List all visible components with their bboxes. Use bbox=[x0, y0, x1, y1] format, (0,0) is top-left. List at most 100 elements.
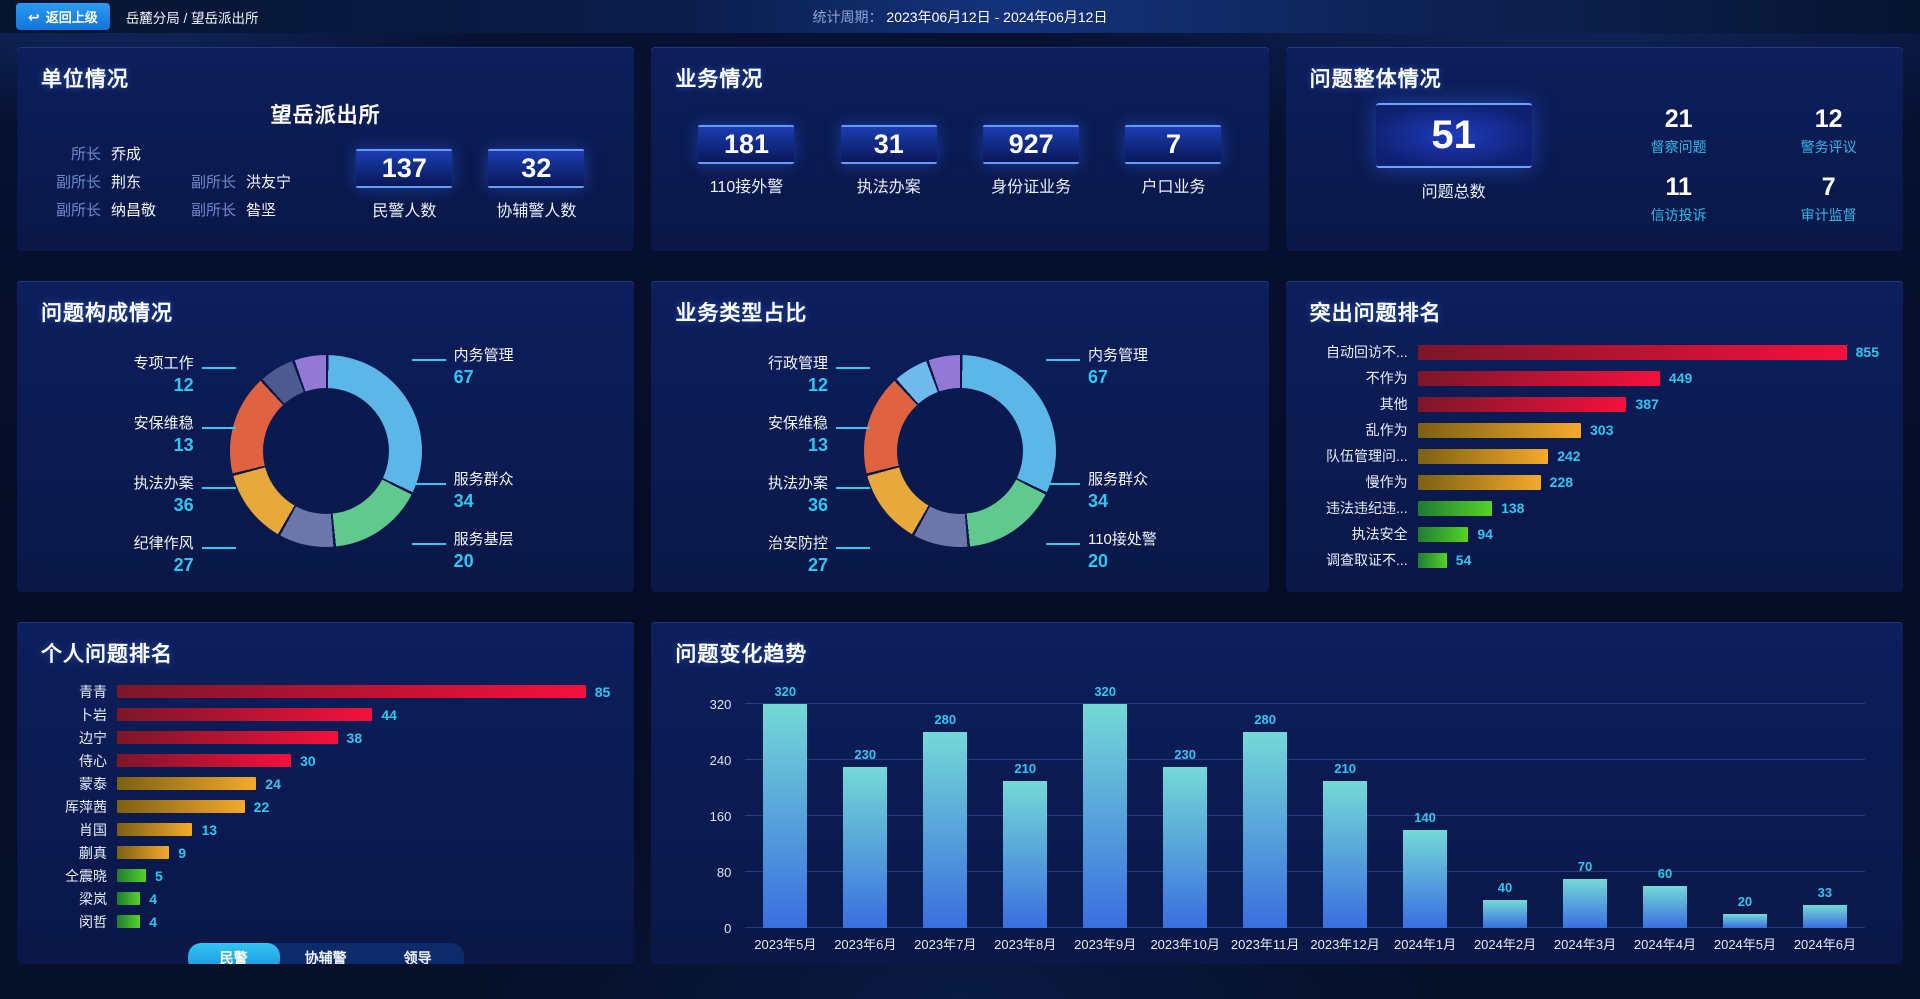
bar-value: 60 bbox=[1657, 866, 1673, 881]
pie-label: 行政管理 12 bbox=[767, 355, 871, 395]
x-axis-label: 2024年2月 bbox=[1473, 936, 1537, 952]
bar-value: 54 bbox=[1455, 552, 1472, 568]
stat-id-card: 927 身份证业务 bbox=[983, 125, 1080, 197]
hbar-chart-personal-ranking: 青青 85 卜岩 44 边宁 38 侍心 30 蒙泰 24 厍萍茜 22 肖国 13 蒯真 9 仝震晓 5 梁岚 4 闵… bbox=[41, 680, 610, 933]
pie-label: 内务管理 67 bbox=[1045, 347, 1148, 387]
x-axis-label: 2023年11月 bbox=[1230, 936, 1300, 952]
stat-auxiliary-count: 32 协辅警人数 bbox=[488, 149, 585, 221]
bar-track: 38 bbox=[117, 730, 610, 746]
bar-row: 蒯真 9 bbox=[41, 841, 610, 864]
bar-fill bbox=[117, 731, 338, 744]
x-axis-label: 2023年6月 bbox=[834, 936, 897, 952]
bar-value: 40 bbox=[1497, 880, 1513, 895]
bar-value: 140 bbox=[1414, 810, 1436, 825]
panel-personal-ranking: 个人问题排名 青青 85 卜岩 44 边宁 38 侍心 30 蒙泰 24 厍萍茜 22 肖国 13 蒯真 9 仝… bbox=[17, 622, 635, 964]
bar-value: 138 bbox=[1501, 500, 1525, 516]
bar-row-label: 梁岚 bbox=[79, 890, 107, 907]
bar-track: 22 bbox=[117, 799, 610, 815]
bar-fill bbox=[1323, 781, 1368, 928]
bar-fill bbox=[1417, 422, 1582, 438]
bar-track: 855 bbox=[1417, 344, 1879, 360]
bar-row: 肖国 13 bbox=[41, 818, 610, 841]
bar-column: 70 2024年3月 bbox=[1545, 670, 1625, 958]
bar-row-label: 自动回访不... bbox=[1325, 344, 1408, 360]
tab-minjing[interactable]: 民警 bbox=[187, 943, 280, 964]
bar-value: 303 bbox=[1590, 422, 1614, 438]
bar-row-label: 肖国 bbox=[79, 821, 107, 838]
bar-row-label: 闵哲 bbox=[79, 913, 107, 930]
tab-lingdao[interactable]: 领导 bbox=[372, 943, 464, 964]
bar-track: 13 bbox=[117, 822, 610, 838]
bar-value: 210 bbox=[1014, 761, 1037, 776]
pie-label: 执法办案 36 bbox=[133, 475, 236, 515]
statistics-period: 统计周期： 2023年06月12日 - 2024年06月12日 bbox=[813, 7, 1108, 27]
gridline bbox=[745, 871, 1865, 872]
breadcrumb[interactable]: 岳麓分局 / 望岳派出所 bbox=[125, 10, 259, 26]
bar-column: 230 2023年6月 bbox=[825, 670, 905, 958]
bars-area: 320 2023年5月 230 2023年6月 280 2023年7月 210 2023年8月… bbox=[745, 670, 1865, 958]
back-button[interactable]: ↩ 返回上级 bbox=[16, 3, 110, 30]
stat-law-cases: 31 执法办案 bbox=[840, 125, 937, 197]
dashboard-grid: 单位情况 望岳派出所 所长 乔成 副所长 荆东 副所长 洪友宁 副所长 纳昌敬 副所长昝… bbox=[0, 33, 1920, 964]
topbar: ↩ 返回上级 岳麓分局 / 望岳派出所 统计周期： 2023年06月12日 - … bbox=[0, 0, 1920, 33]
donut-ring bbox=[863, 355, 1056, 547]
panel-title: 个人问题排名 bbox=[41, 643, 173, 666]
bar-row: 闵哲 4 bbox=[41, 910, 610, 933]
bar-fill bbox=[1417, 396, 1627, 412]
bar-value: 20 bbox=[1737, 894, 1753, 909]
stat-audit: 7 审计监督 bbox=[1800, 173, 1857, 223]
bar-row-label: 仝震晓 bbox=[65, 867, 107, 884]
bar-row-label: 边宁 bbox=[79, 729, 107, 746]
panel-problem-trend: 问题变化趋势 0 80 160 240 320 320 2023年5月 230 2023年6月 2… bbox=[651, 622, 1903, 964]
bar-fill bbox=[117, 869, 147, 882]
bar-fill bbox=[1003, 781, 1048, 928]
panel-business-type-chart: 业务类型占比 内务管理 67 服务群众 34 110接处警 20 行政管理 12 安保维… bbox=[651, 281, 1269, 592]
pie-label: 纪律作风 27 bbox=[133, 535, 236, 575]
bar-row-label: 执法安全 bbox=[1351, 526, 1408, 542]
bar-value: 38 bbox=[346, 729, 363, 746]
bar-fill bbox=[1417, 370, 1660, 386]
bar-row: 蒙泰 24 bbox=[41, 772, 610, 795]
bar-row-label: 不作为 bbox=[1365, 370, 1408, 386]
bar-track: 94 bbox=[1417, 526, 1879, 542]
pie-label: 服务群众 34 bbox=[411, 471, 514, 511]
bar-row: 厍萍茜 22 bbox=[41, 795, 610, 818]
bar-value: 230 bbox=[854, 747, 877, 762]
stat-police-review: 12 警务评议 bbox=[1800, 105, 1857, 155]
bar-value: 280 bbox=[934, 712, 957, 727]
bar-fill bbox=[1417, 552, 1447, 568]
gridline bbox=[745, 927, 1865, 928]
bar-column: 210 2023年12月 bbox=[1305, 670, 1385, 958]
panel-problem-composition-chart: 问题构成情况 内务管理 67 服务群众 34 服务基层 20 专项工作 12 安保维稳 1… bbox=[17, 281, 635, 592]
bar-fill bbox=[1417, 500, 1493, 516]
bar-fill bbox=[923, 732, 968, 928]
bar-fill bbox=[1417, 526, 1469, 542]
donut-chart-business-type: 内务管理 67 服务群众 34 110接处警 20 行政管理 12 安保维稳 13 执法办… bbox=[675, 331, 1244, 583]
bar-row-label: 其他 bbox=[1379, 396, 1408, 412]
x-axis-label: 2024年5月 bbox=[1713, 936, 1777, 952]
tab-xiefujing[interactable]: 协辅警 bbox=[280, 943, 372, 964]
bar-chart-problem-trend: 0 80 160 240 320 320 2023年5月 230 2023年6月 280 2023年… bbox=[675, 670, 1879, 958]
bar-track: 85 bbox=[117, 684, 610, 700]
stat-110-calls: 181 110接外警 bbox=[698, 125, 795, 197]
bar-value: 242 bbox=[1557, 448, 1581, 464]
bar-value: 30 bbox=[300, 752, 316, 769]
pie-label: 安保维稳 13 bbox=[133, 415, 236, 455]
bar-row: 乱作为 303 bbox=[1310, 417, 1879, 443]
leader-item: 副所长 荆东 bbox=[55, 174, 142, 191]
bar-column: 210 2023年8月 bbox=[985, 670, 1065, 958]
bar-fill bbox=[1802, 904, 1847, 928]
bar-fill bbox=[1163, 767, 1208, 928]
leaders-list: 所长 乔成 副所长 荆东 副所长 洪友宁 副所长 纳昌敬 副所长 昝坚 bbox=[47, 143, 291, 220]
bar-row: 其他 387 bbox=[1310, 391, 1879, 417]
bar-fill bbox=[117, 846, 170, 859]
panel-title: 单位情况 bbox=[41, 68, 129, 91]
bar-fill bbox=[1417, 474, 1541, 490]
donut-chart-problem-composition: 内务管理 67 服务群众 34 服务基层 20 专项工作 12 安保维稳 13 执法办案 3… bbox=[41, 331, 610, 583]
stat-household: 7 户口业务 bbox=[1125, 125, 1222, 197]
bar-value: 855 bbox=[1855, 344, 1879, 360]
panel-title: 问题构成情况 bbox=[41, 302, 173, 325]
bar-column: 60 2024年4月 bbox=[1625, 670, 1705, 958]
bar-row: 调查取证不... 54 bbox=[1310, 547, 1879, 573]
bar-row-label: 乱作为 bbox=[1365, 422, 1408, 438]
